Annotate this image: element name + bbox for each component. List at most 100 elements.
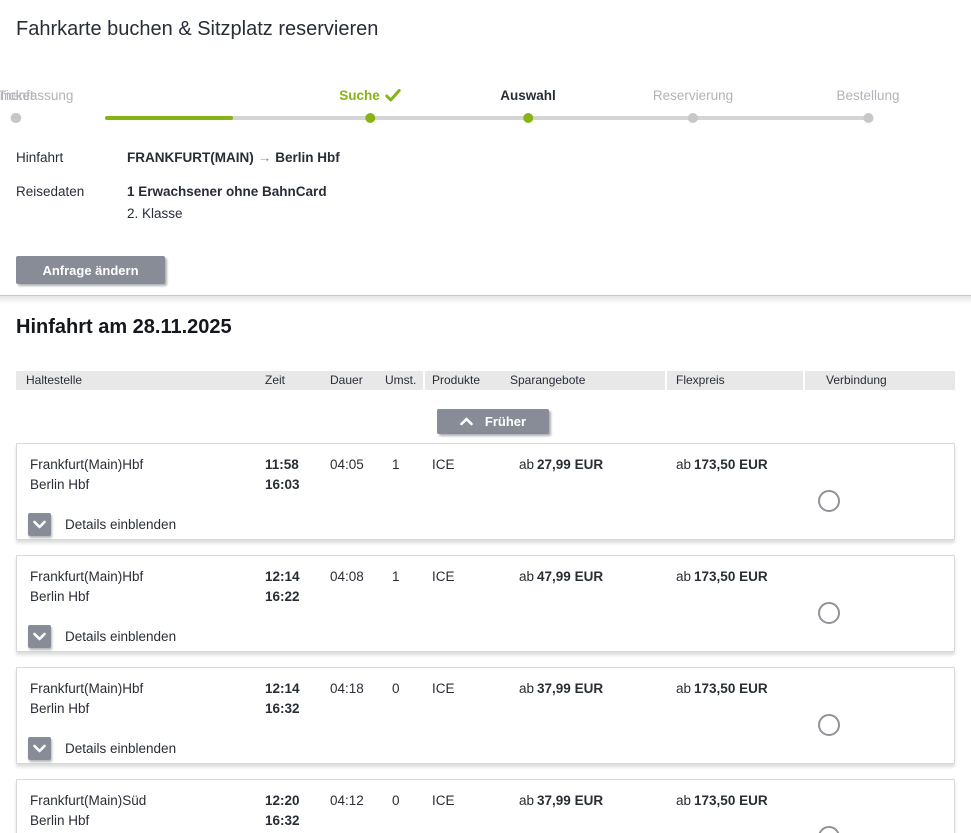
changes-value: 0 (392, 681, 400, 696)
flex-price: ab 173,50 EUR (676, 455, 768, 475)
stepper-step-label: Zusammenfassung (0, 87, 74, 103)
details-label[interactable]: Details einblenden (65, 629, 177, 644)
time-cell: 12:14 16:32 (265, 679, 300, 719)
change-request-button[interactable]: Anfrage ändern (16, 256, 165, 284)
origin-station: Frankfurt(Main)Süd (30, 793, 147, 808)
stepper-step[interactable]: Suche (339, 86, 401, 123)
details-expand-button[interactable] (28, 513, 51, 536)
destination-station: Berlin Hbf (30, 589, 90, 604)
saver-price: ab 37,99 EUR (519, 679, 603, 699)
details-expand-button[interactable] (28, 737, 51, 760)
header-segment (16, 371, 423, 390)
destination-station: Berlin Hbf (30, 477, 90, 492)
price-prefix: ab (676, 681, 692, 696)
stepper-track (105, 116, 868, 120)
connection-radio[interactable] (818, 602, 840, 624)
station-cell: Frankfurt(Main)Hbf Berlin Hbf (30, 567, 143, 607)
duration-value: 04:05 (330, 457, 364, 472)
destination-station-name: Berlin Hbf (275, 150, 340, 165)
saver-price-value: 47,99 EUR (537, 569, 604, 584)
connection-radio[interactable] (818, 714, 840, 736)
flex-price-value: 173,50 EUR (694, 681, 768, 696)
products-value: ICE (432, 681, 455, 696)
summary-outward-row: Hinfahrt FRANKFURT(MAIN) → Berlin Hbf (16, 150, 340, 165)
destination-station: Berlin Hbf (30, 701, 90, 716)
duration-value: 04:12 (330, 793, 364, 808)
chevron-down-icon (33, 741, 46, 756)
connection-row: Frankfurt(Main)Hbf Berlin Hbf 12:14 16:2… (16, 555, 955, 652)
outward-label: Hinfahrt (16, 150, 64, 165)
arrival-time: 16:32 (265, 701, 300, 716)
earlier-button-label: Früher (484, 414, 527, 429)
stepper-step-label: Suche (339, 87, 380, 103)
summary-traveldata-row: Reisedaten 1 Erwachsener ohne BahnCard (16, 184, 327, 199)
header-segment (425, 371, 665, 390)
flex-price-value: 173,50 EUR (694, 793, 768, 808)
details-label[interactable]: Details einblenden (65, 517, 177, 532)
details-label[interactable]: Details einblenden (65, 741, 177, 756)
connection-row: Frankfurt(Main)Hbf Berlin Hbf 11:58 16:0… (16, 443, 955, 540)
details-toggle: Details einblenden (28, 625, 176, 648)
origin-station: Frankfurt(Main)Hbf (30, 569, 144, 584)
connection-row: Frankfurt(Main)Süd Berlin Hbf 12:20 16:3… (16, 779, 955, 833)
results-table-header: Haltestelle Zeit Dauer Umst. Produkte Sp… (16, 371, 955, 390)
changes-value: 0 (392, 793, 400, 808)
time-cell: 12:20 16:32 (265, 791, 300, 831)
col-header-connection: Verbindung (826, 373, 887, 387)
products-value: ICE (432, 457, 455, 472)
flex-price: ab 173,50 EUR (676, 679, 768, 699)
stepper-step-dot (862, 113, 873, 123)
col-header-saver: Sparangebote (510, 373, 586, 387)
details-toggle: Details einblenden (28, 513, 176, 536)
price-prefix: ab (676, 569, 692, 584)
stepper-step: Auswahl (500, 86, 556, 123)
details-expand-button[interactable] (28, 625, 51, 648)
col-header-duration: Dauer (330, 373, 363, 387)
chevron-down-icon (33, 629, 46, 644)
flex-price-value: 173,50 EUR (694, 457, 768, 472)
header-segment (805, 371, 955, 390)
arrival-time: 16:03 (265, 477, 300, 492)
col-header-flex: Flexpreis (676, 373, 725, 387)
saver-price-value: 27,99 EUR (537, 457, 604, 472)
connection-radio[interactable] (818, 826, 840, 833)
stepper-step: Bestellung (836, 86, 900, 123)
flex-price: ab 173,50 EUR (676, 567, 768, 587)
stepper-track-completed (105, 116, 233, 120)
connection-radio[interactable] (818, 490, 840, 512)
col-header-changes: Umst. (385, 373, 417, 387)
price-prefix: ab (519, 457, 535, 472)
passengers-value: 1 Erwachsener ohne BahnCard (127, 184, 327, 199)
saver-price: ab 47,99 EUR (519, 567, 603, 587)
stepper-step-dot (522, 113, 533, 123)
earlier-button[interactable]: Früher (437, 409, 549, 434)
station-cell: Frankfurt(Main)Süd Berlin Hbf (30, 791, 146, 831)
departure-time: 12:14 (265, 681, 300, 696)
station-cell: Frankfurt(Main)Hbf Berlin Hbf (30, 455, 143, 495)
travel-data-label: Reisedaten (16, 184, 85, 199)
flex-price-value: 173,50 EUR (694, 569, 768, 584)
stepper-step-label: Reservierung (652, 87, 734, 103)
station-cell: Frankfurt(Main)Hbf Berlin Hbf (30, 679, 143, 719)
stepper-step-dot (10, 113, 21, 123)
products-value: ICE (432, 793, 455, 808)
saver-price: ab 27,99 EUR (519, 455, 603, 475)
time-cell: 12:14 16:22 (265, 567, 300, 607)
price-prefix: ab (519, 569, 535, 584)
travel-class-value: 2. Klasse (127, 206, 183, 221)
duration-value: 04:18 (330, 681, 364, 696)
duration-value: 04:08 (330, 569, 364, 584)
flex-price: ab 173,50 EUR (676, 791, 768, 811)
arrival-time: 16:22 (265, 589, 300, 604)
stepper-step-label: Bestellung (836, 87, 900, 103)
connection-row: Frankfurt(Main)Hbf Berlin Hbf 12:14 16:3… (16, 667, 955, 764)
destination-station: Berlin Hbf (30, 813, 90, 828)
section-divider (0, 295, 971, 304)
origin-station: Frankfurt(Main)Hbf (30, 681, 144, 696)
origin-station-name: FRANKFURT(MAIN) (127, 150, 254, 165)
departure-time: 12:14 (265, 569, 300, 584)
progress-stepper: Suche Auswahl Reservierung Bestellung (0, 86, 955, 130)
arrival-time: 16:32 (265, 813, 300, 828)
stepper-step: Ticket (0, 86, 34, 123)
departure-time: 12:20 (265, 793, 300, 808)
